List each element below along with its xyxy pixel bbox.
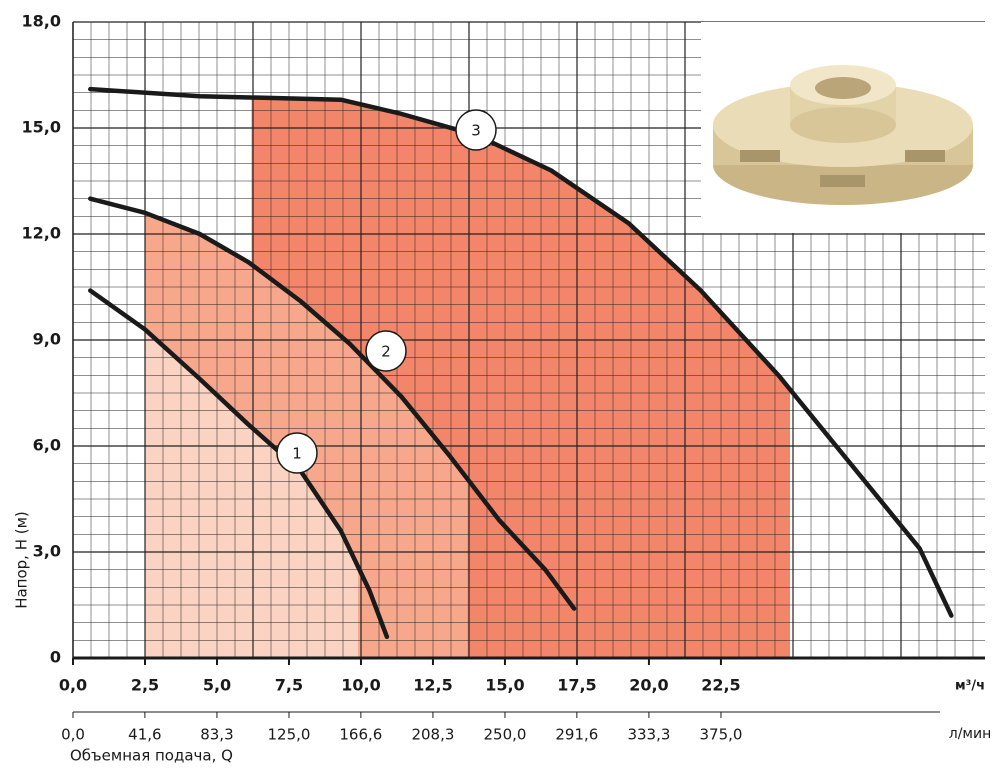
curve-label: 1	[292, 445, 302, 463]
x-tick-label: 7,5	[275, 676, 303, 695]
x2-tick-label: 83,3	[200, 726, 233, 744]
x2-tick-label: 125,0	[268, 726, 311, 744]
plot: 03,06,09,012,015,018,00,0 2,5 5,0 7,5 10,0 12…	[22, 12, 985, 744]
x2-tick-label: 291,6	[555, 726, 598, 744]
curve-badge	[455, 109, 497, 151]
x-tick-label: 12,5	[413, 676, 452, 695]
pump-curve	[88, 196, 577, 611]
x2-tick-label: 166,6	[339, 726, 382, 744]
y-tick-label: 3,0	[33, 542, 61, 561]
x2-tick-label: 250,0	[484, 726, 527, 744]
curve-badge	[276, 432, 318, 474]
y-tick-label: 0	[50, 648, 61, 667]
x2-tick-label: 0,0	[61, 726, 85, 744]
x-tick-label: 20,0	[629, 676, 668, 695]
pump-curve	[88, 288, 390, 640]
x-tick-label: 22,5	[701, 676, 740, 695]
curve-badge	[365, 330, 407, 372]
x-tick-label: 10,0	[341, 676, 380, 695]
y-tick-label: 12,0	[22, 224, 61, 243]
grid	[72, 21, 985, 659]
curve-label: 2	[381, 343, 391, 361]
impeller-photo	[701, 22, 985, 233]
x2-tick-label: 375,0	[699, 726, 742, 744]
x-axis-label: Объемная подача, Q	[70, 747, 233, 765]
x2-unit: л/мин	[949, 726, 991, 742]
y-tick-label: 6,0	[33, 436, 61, 455]
x2-tick-label: 41,6	[128, 726, 161, 744]
x-tick-label: 15,0	[485, 676, 524, 695]
areas	[144, 97, 791, 659]
x-tick-label: 17,5	[557, 676, 596, 695]
pump-curve	[88, 86, 954, 618]
x-tick-label: 5,0	[203, 676, 231, 695]
curve-label: 3	[471, 122, 481, 140]
y-tick-label: 18,0	[22, 12, 61, 31]
y-tick-label: 15,0	[22, 118, 61, 137]
x2-tick-label: 208,3	[411, 726, 454, 744]
y-axis-label: Напор, H (м)	[13, 511, 31, 609]
x2-tick-label: 333,3	[627, 726, 670, 744]
x-tick-label: 0,0	[59, 676, 87, 695]
x-tick-label: 2,5	[131, 676, 159, 695]
y-tick-label: 9,0	[33, 330, 61, 349]
shaded-area	[144, 329, 359, 658]
x-unit: м³/ч	[955, 679, 985, 694]
